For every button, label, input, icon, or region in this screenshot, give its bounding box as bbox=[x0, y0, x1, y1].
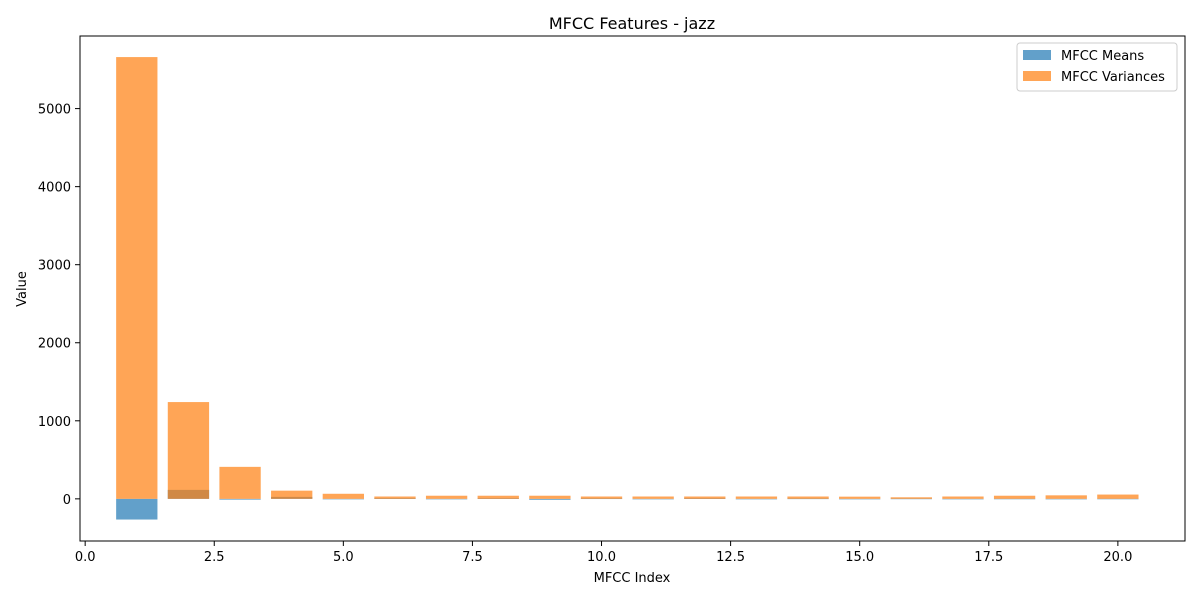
legend-box bbox=[1016, 42, 1178, 92]
bar-mfcc-means-20 bbox=[1097, 498, 1139, 500]
bar-mfcc-variances-11 bbox=[632, 496, 674, 499]
x-tick-label: 10.0 bbox=[587, 550, 616, 565]
series-mfcc-means bbox=[116, 489, 1139, 520]
x-tick-label: 20.0 bbox=[1103, 550, 1132, 565]
bar-mfcc-variances-10 bbox=[580, 496, 623, 499]
y-tick-label: 1000 bbox=[38, 415, 71, 430]
bar-mfcc-variances-17 bbox=[942, 496, 984, 499]
bar-mfcc-variances-19 bbox=[1045, 495, 1087, 499]
legend-label-mfcc-means: MFCC Means bbox=[1061, 49, 1144, 64]
bar-mfcc-variances-16 bbox=[890, 497, 932, 499]
bar-mfcc-means-18 bbox=[993, 498, 1036, 500]
bar-mfcc-means-17 bbox=[942, 498, 984, 500]
bar-mfcc-variances-5 bbox=[322, 493, 364, 499]
x-tick-label: 15.0 bbox=[845, 550, 874, 565]
x-tick-label: 7.5 bbox=[462, 550, 483, 565]
bar-mfcc-means-13 bbox=[735, 498, 778, 500]
bar-mfcc-means-5 bbox=[322, 498, 364, 500]
bar-mfcc-variances-15 bbox=[839, 496, 881, 499]
bar-mfcc-variances-8 bbox=[477, 495, 519, 499]
bar-mfcc-means-11 bbox=[632, 498, 674, 500]
bar-mfcc-means-15 bbox=[839, 498, 881, 500]
x-tick-label: 0.0 bbox=[75, 550, 96, 565]
x-tick-label: 2.5 bbox=[204, 550, 225, 565]
x-tick-label: 5.0 bbox=[333, 550, 354, 565]
series-mfcc-variances bbox=[116, 57, 1139, 499]
bar-mfcc-means-16 bbox=[890, 498, 932, 500]
bar-mfcc-variances-1 bbox=[116, 57, 158, 499]
bar-mfcc-variances-2 bbox=[167, 402, 210, 499]
y-tick-label: 4000 bbox=[38, 181, 71, 196]
legend-swatch-mfcc-variances bbox=[1023, 71, 1051, 81]
y-tick-label: 3000 bbox=[38, 259, 71, 274]
bar-mfcc-variances-20 bbox=[1097, 494, 1139, 499]
y-axis-title: Value bbox=[15, 271, 30, 307]
bar-mfcc-means-7 bbox=[425, 498, 468, 500]
y-tick-label: 5000 bbox=[38, 103, 71, 118]
x-axis-title: MFCC Index bbox=[594, 571, 671, 586]
bar-mfcc-variances-3 bbox=[219, 466, 261, 499]
bar-mfcc-means-3 bbox=[219, 498, 261, 500]
x-axis: 0.0 2.5 5.0 7.5 10.0 12.5 15.0 17.5 20.0 bbox=[75, 541, 1132, 565]
bar-mfcc-means-19 bbox=[1045, 498, 1087, 500]
bar-mfcc-variances-13 bbox=[735, 496, 778, 499]
bar-mfcc-variances-9 bbox=[529, 495, 571, 499]
legend: MFCC Means MFCC Variances bbox=[1016, 42, 1178, 92]
y-axis: 0 1000 2000 3000 4000 5000 bbox=[38, 103, 80, 508]
chart-title: MFCC Features - jazz bbox=[549, 14, 715, 33]
bar-mfcc-variances-14 bbox=[787, 496, 829, 499]
y-tick-label: 2000 bbox=[38, 337, 71, 352]
bar-mfcc-variances-12 bbox=[684, 496, 726, 499]
x-tick-label: 12.5 bbox=[716, 550, 745, 565]
bar-mfcc-means-14 bbox=[787, 498, 829, 500]
bar-mfcc-variances-6 bbox=[374, 496, 416, 499]
bar-mfcc-means-9 bbox=[529, 498, 571, 500]
x-tick-label: 17.5 bbox=[974, 550, 1003, 565]
bar-mfcc-variances-7 bbox=[425, 495, 468, 499]
bar-mfcc-variances-4 bbox=[271, 490, 313, 499]
y-tick-label: 0 bbox=[63, 493, 71, 508]
bar-mfcc-means-1 bbox=[116, 498, 158, 520]
bar-mfcc-variances-18 bbox=[993, 495, 1036, 499]
plot-frame bbox=[79, 35, 1186, 542]
legend-swatch-mfcc-means bbox=[1023, 50, 1051, 60]
legend-label-mfcc-variances: MFCC Variances bbox=[1061, 70, 1165, 85]
